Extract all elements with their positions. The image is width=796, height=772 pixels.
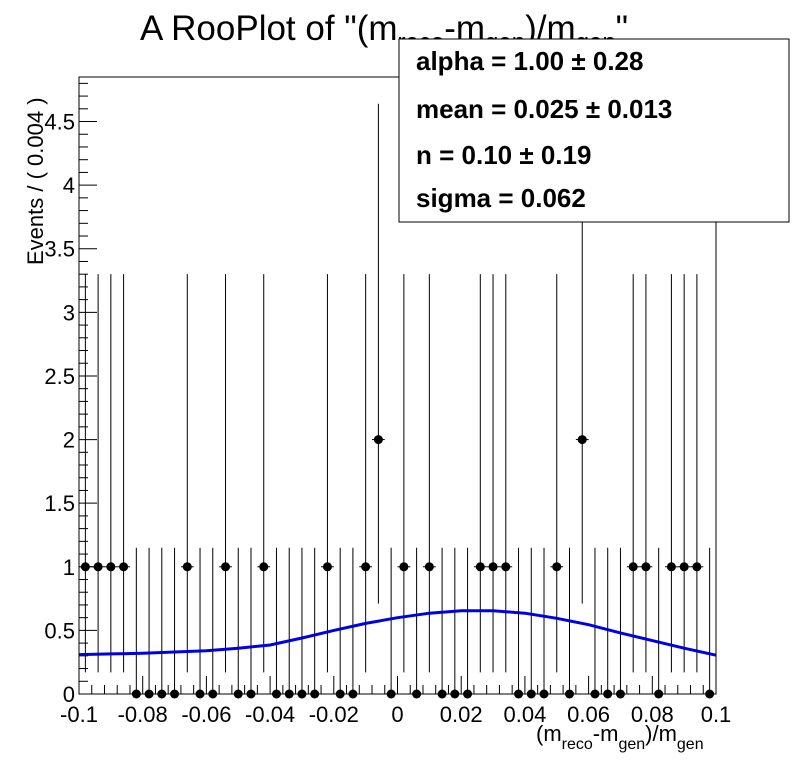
x-axis: -0.1 -0.08 -0.06 -0.04 -0.02 0 0.02 0.04 0.06 0.0… [60,676,731,727]
x-tick-label: 0.02 [440,702,483,727]
data-point [93,562,103,572]
data-point [501,562,511,572]
data-point [692,562,702,572]
stats-box-frame [398,38,790,223]
y-tick-label: 4.5 [44,110,75,135]
y-axis: 0 0.5 1 1.5 2 2.5 3 3.5 4 4.5 [44,82,97,707]
stat-mean: mean = 0.025 ± 0.013 [416,94,672,124]
data-point [424,562,434,572]
x-tick-label: 0.04 [503,702,546,727]
data-point [666,562,676,572]
x-tick-label: -0.08 [118,702,168,727]
data-point [552,562,562,572]
x-tick-label: -0.06 [181,702,231,727]
y-axis-label: Events / ( 0.004 ) [23,97,48,265]
data-point [221,562,231,572]
data-point [475,562,485,572]
y-tick-label: 2 [63,428,75,453]
data-point [488,562,498,572]
x-tick-label: -0.1 [60,702,98,727]
stat-alpha: alpha = 1.00 ± 0.28 [416,46,643,76]
y-tick-label: 4 [63,173,75,198]
data-point [679,562,689,572]
data-point [259,562,269,572]
data-point [322,562,332,572]
data-point [399,562,409,572]
y-tick-label: 1.5 [44,491,75,516]
y-tick-label: 3.5 [44,237,75,262]
y-tick-label: 1 [63,555,75,580]
x-tick-label: 0.08 [631,702,674,727]
y-tick-label: 2.5 [44,364,75,389]
y-tick-label: 0.5 [44,618,75,643]
data-point [628,562,638,572]
data-point [80,562,90,572]
data-point [182,562,192,572]
data-point [641,562,651,572]
plot-frame [78,76,717,695]
data-point [119,562,129,572]
data-point [373,435,383,445]
data-point [577,435,587,445]
fit-curve [78,609,717,657]
data-point [361,562,371,572]
stats-box: alpha = 1.00 ± 0.28 mean = 0.025 ± 0.013… [398,38,790,223]
data-point [106,562,116,572]
x-tick-label: -0.04 [245,702,295,727]
y-tick-label: 0 [63,682,75,707]
x-tick-label: -0.02 [309,702,359,727]
stat-sigma: sigma = 0.062 [416,183,586,213]
y-tick-label: 3 [63,300,75,325]
stat-n: n = 0.10 ± 0.19 [416,140,591,170]
x-tick-label: 0 [391,702,403,727]
x-tick-label: 0.06 [567,702,610,727]
x-tick-label: 0.1 [701,702,732,727]
x-axis-label: (mreco-mgen)/mgen [536,721,704,753]
